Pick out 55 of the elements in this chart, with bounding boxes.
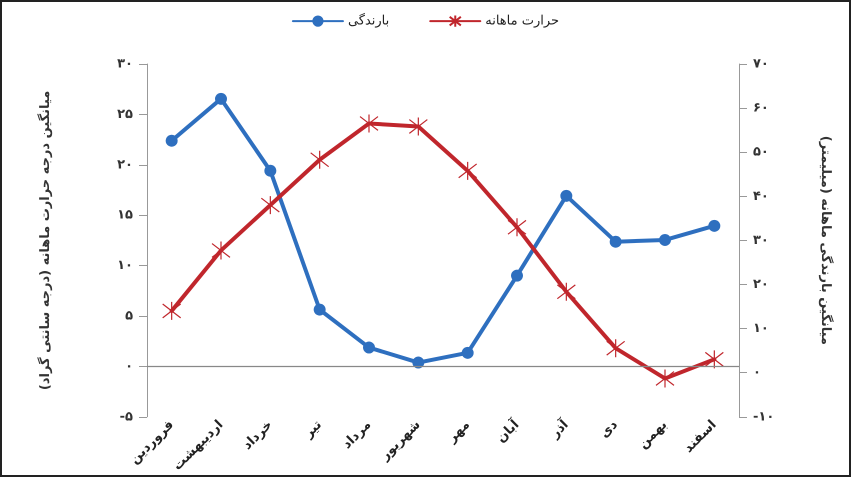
y2-tick-label: -۱۰ [753, 409, 774, 424]
point [659, 234, 671, 246]
point [462, 346, 474, 359]
legend-label: حرارت ماهانه [485, 14, 560, 29]
y2-tick-label: ۵۰ [753, 144, 769, 160]
point [408, 116, 428, 136]
x-tick-label: دی [597, 417, 622, 442]
x-tick-label: آبان [492, 416, 523, 446]
point [310, 150, 330, 170]
x-tick-label: آذر [546, 416, 572, 442]
y-tick-label: -۵ [120, 409, 134, 424]
y2-tick-label: ۴۰ [753, 188, 769, 204]
y2-tick-label: ۳۰ [753, 232, 769, 248]
point [704, 350, 724, 369]
point [211, 240, 231, 260]
x-tick-label: شهریور [377, 417, 424, 464]
y-tick-label: ۲۰ [117, 157, 133, 172]
point [166, 134, 178, 147]
point [412, 356, 424, 369]
point [215, 92, 227, 105]
point [264, 164, 276, 177]
point [708, 220, 720, 232]
y-tick-label: ۵ [125, 308, 134, 324]
legend-label: بارندگی [348, 12, 390, 29]
point [610, 236, 622, 248]
y-tick-label: ۱۵ [117, 208, 134, 223]
point [363, 342, 375, 354]
y2-tick-label: ۲۰ [753, 276, 769, 292]
y2-tick-label: ۶۰ [753, 100, 769, 116]
point [556, 282, 576, 302]
y2-tick-label: ۱۰ [753, 321, 769, 336]
x-tick-label: مرداد [340, 417, 374, 452]
point [655, 368, 675, 388]
y2-tick-label: ۷۰ [753, 56, 769, 72]
x-tick-label: اسفند [681, 417, 720, 456]
point [260, 196, 280, 215]
y-tick-label: ۲۵ [117, 106, 134, 122]
y-axis-title: میانگین درجه حرارت ماهانه (درجه سانتی گراد) [37, 90, 53, 390]
x-tick-label: بهمن [636, 417, 670, 452]
x-tick-label: خرداد [240, 417, 276, 453]
point [314, 304, 326, 316]
x-tick-label: تیر [300, 417, 325, 442]
point [458, 161, 478, 180]
y-tick-label: ۳۰ [117, 56, 133, 72]
point [511, 270, 523, 282]
point [507, 218, 527, 237]
y-tick-label: ۰ [125, 358, 133, 374]
point [606, 338, 626, 358]
point [162, 301, 182, 321]
point [359, 114, 379, 134]
y2-axis-title: میانگین بارندگی ماهانه (میلیمتر) [818, 136, 834, 345]
point [560, 190, 572, 202]
y-tick-label: ۱۰ [117, 258, 133, 274]
x-tick-label: مهر [444, 417, 473, 446]
y2-tick-label: ۰ [753, 365, 761, 380]
